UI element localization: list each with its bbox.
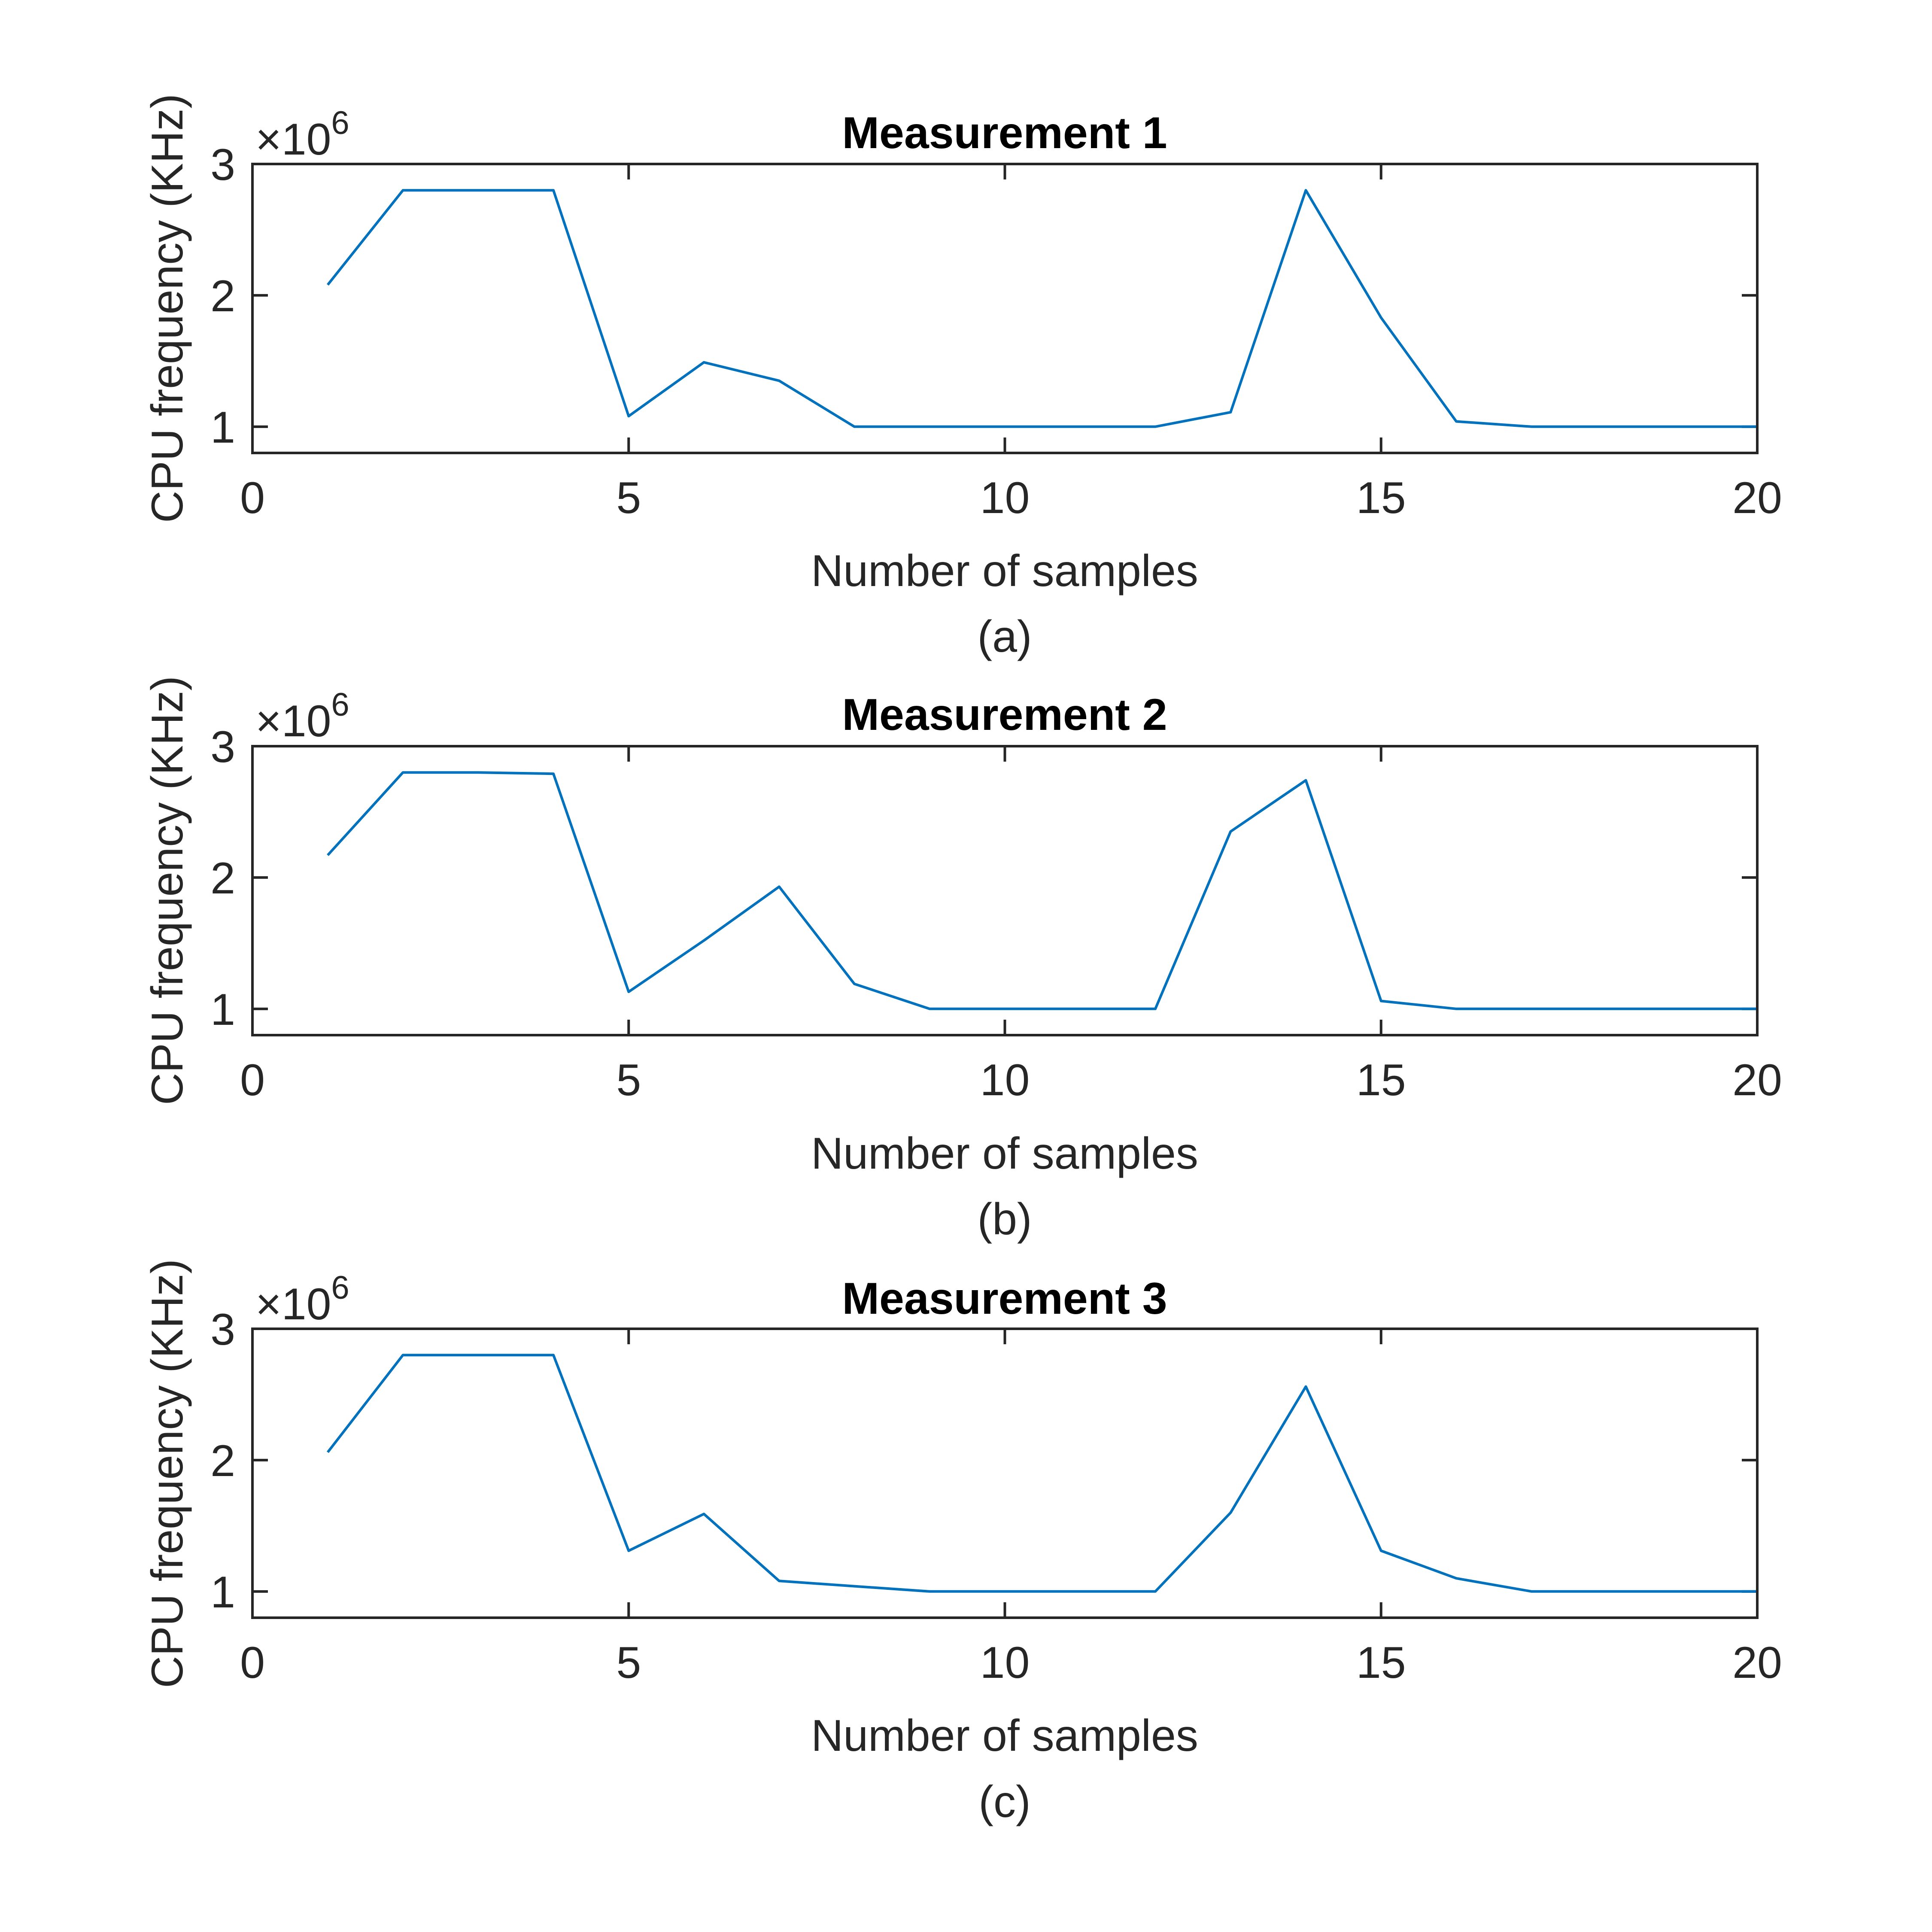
chart-title: Measurement 1 [842, 108, 1167, 158]
x-tick-label: 10 [980, 1638, 1030, 1688]
plot-area: 0 5 10 15 20 1 2 3 [210, 140, 1782, 523]
y-multiplier: ×106 [255, 687, 349, 746]
panel-b: Measurement 2 ×106 0 5 10 15 20 1 2 3 CPU frequ… [143, 676, 1782, 1244]
axes-box [251, 1327, 1759, 1619]
panel-c: Measurement 3 ×106 0 5 10 15 20 1 2 3 CPU frequ… [143, 1259, 1782, 1827]
chart-title: Measurement 2 [842, 690, 1167, 740]
panel-caption: (a) [977, 612, 1032, 662]
x-tick-label: 5 [616, 1055, 641, 1105]
x-axis-label: Number of samples [811, 1711, 1198, 1761]
x-tick-label: 5 [616, 473, 641, 523]
y-multiplier-base: ×10 [255, 115, 331, 164]
x-tick-label: 0 [240, 1638, 265, 1688]
series-line [326, 189, 1757, 428]
x-tick-label: 5 [616, 1638, 641, 1688]
y-multiplier-exponent: 6 [331, 105, 349, 141]
chart-title: Measurement 3 [842, 1274, 1167, 1324]
y-tick-label: 1 [210, 985, 235, 1035]
y-multiplier-base: ×10 [255, 1279, 331, 1329]
y-tick-label: 2 [210, 854, 235, 903]
x-tick-label: 10 [980, 1055, 1030, 1105]
series-line [326, 1354, 1757, 1593]
y-multiplier: ×106 [255, 1270, 349, 1329]
y-tick-label: 3 [210, 140, 235, 190]
y-multiplier-base: ×10 [255, 696, 331, 746]
panel-a: Measurement 1 ×106 0 5 10 15 20 1 2 3 CPU frequ… [143, 94, 1782, 662]
y-multiplier-exponent: 6 [331, 687, 349, 723]
x-tick-label: 10 [980, 473, 1030, 523]
y-multiplier-exponent: 6 [331, 1270, 349, 1306]
y-axis-label: CPU frequency (KHz) [143, 1259, 192, 1688]
y-tick-label: 2 [210, 1436, 235, 1486]
panel-caption: (c) [978, 1777, 1030, 1827]
y-tick-label: 3 [210, 1305, 235, 1355]
y-axis-label: CPU frequency (KHz) [143, 676, 192, 1105]
plot-area: 0 5 10 15 20 1 2 3 [210, 722, 1782, 1105]
x-tick-label: 20 [1732, 1638, 1782, 1688]
plot-area: 0 5 10 15 20 1 2 3 [210, 1305, 1782, 1688]
x-tick-label: 15 [1356, 473, 1406, 523]
x-axis-label: Number of samples [811, 546, 1198, 596]
axes-box [251, 163, 1759, 454]
x-tick-label: 20 [1732, 1055, 1782, 1105]
x-tick-label: 0 [240, 1055, 265, 1105]
y-tick-label: 3 [210, 722, 235, 772]
series-line [327, 771, 1757, 1010]
panel-caption: (b) [977, 1194, 1032, 1244]
y-axis-label: CPU frequency (KHz) [143, 94, 192, 523]
y-tick-label: 1 [210, 1567, 235, 1617]
x-tick-label: 20 [1732, 473, 1782, 523]
y-tick-label: 2 [210, 271, 235, 321]
x-tick-label: 0 [240, 473, 265, 523]
x-tick-label: 15 [1356, 1055, 1406, 1105]
y-multiplier: ×106 [255, 105, 349, 164]
x-tick-label: 15 [1356, 1638, 1406, 1688]
x-axis-label: Number of samples [811, 1129, 1198, 1179]
y-tick-label: 1 [210, 403, 235, 453]
axes-box [251, 745, 1759, 1036]
